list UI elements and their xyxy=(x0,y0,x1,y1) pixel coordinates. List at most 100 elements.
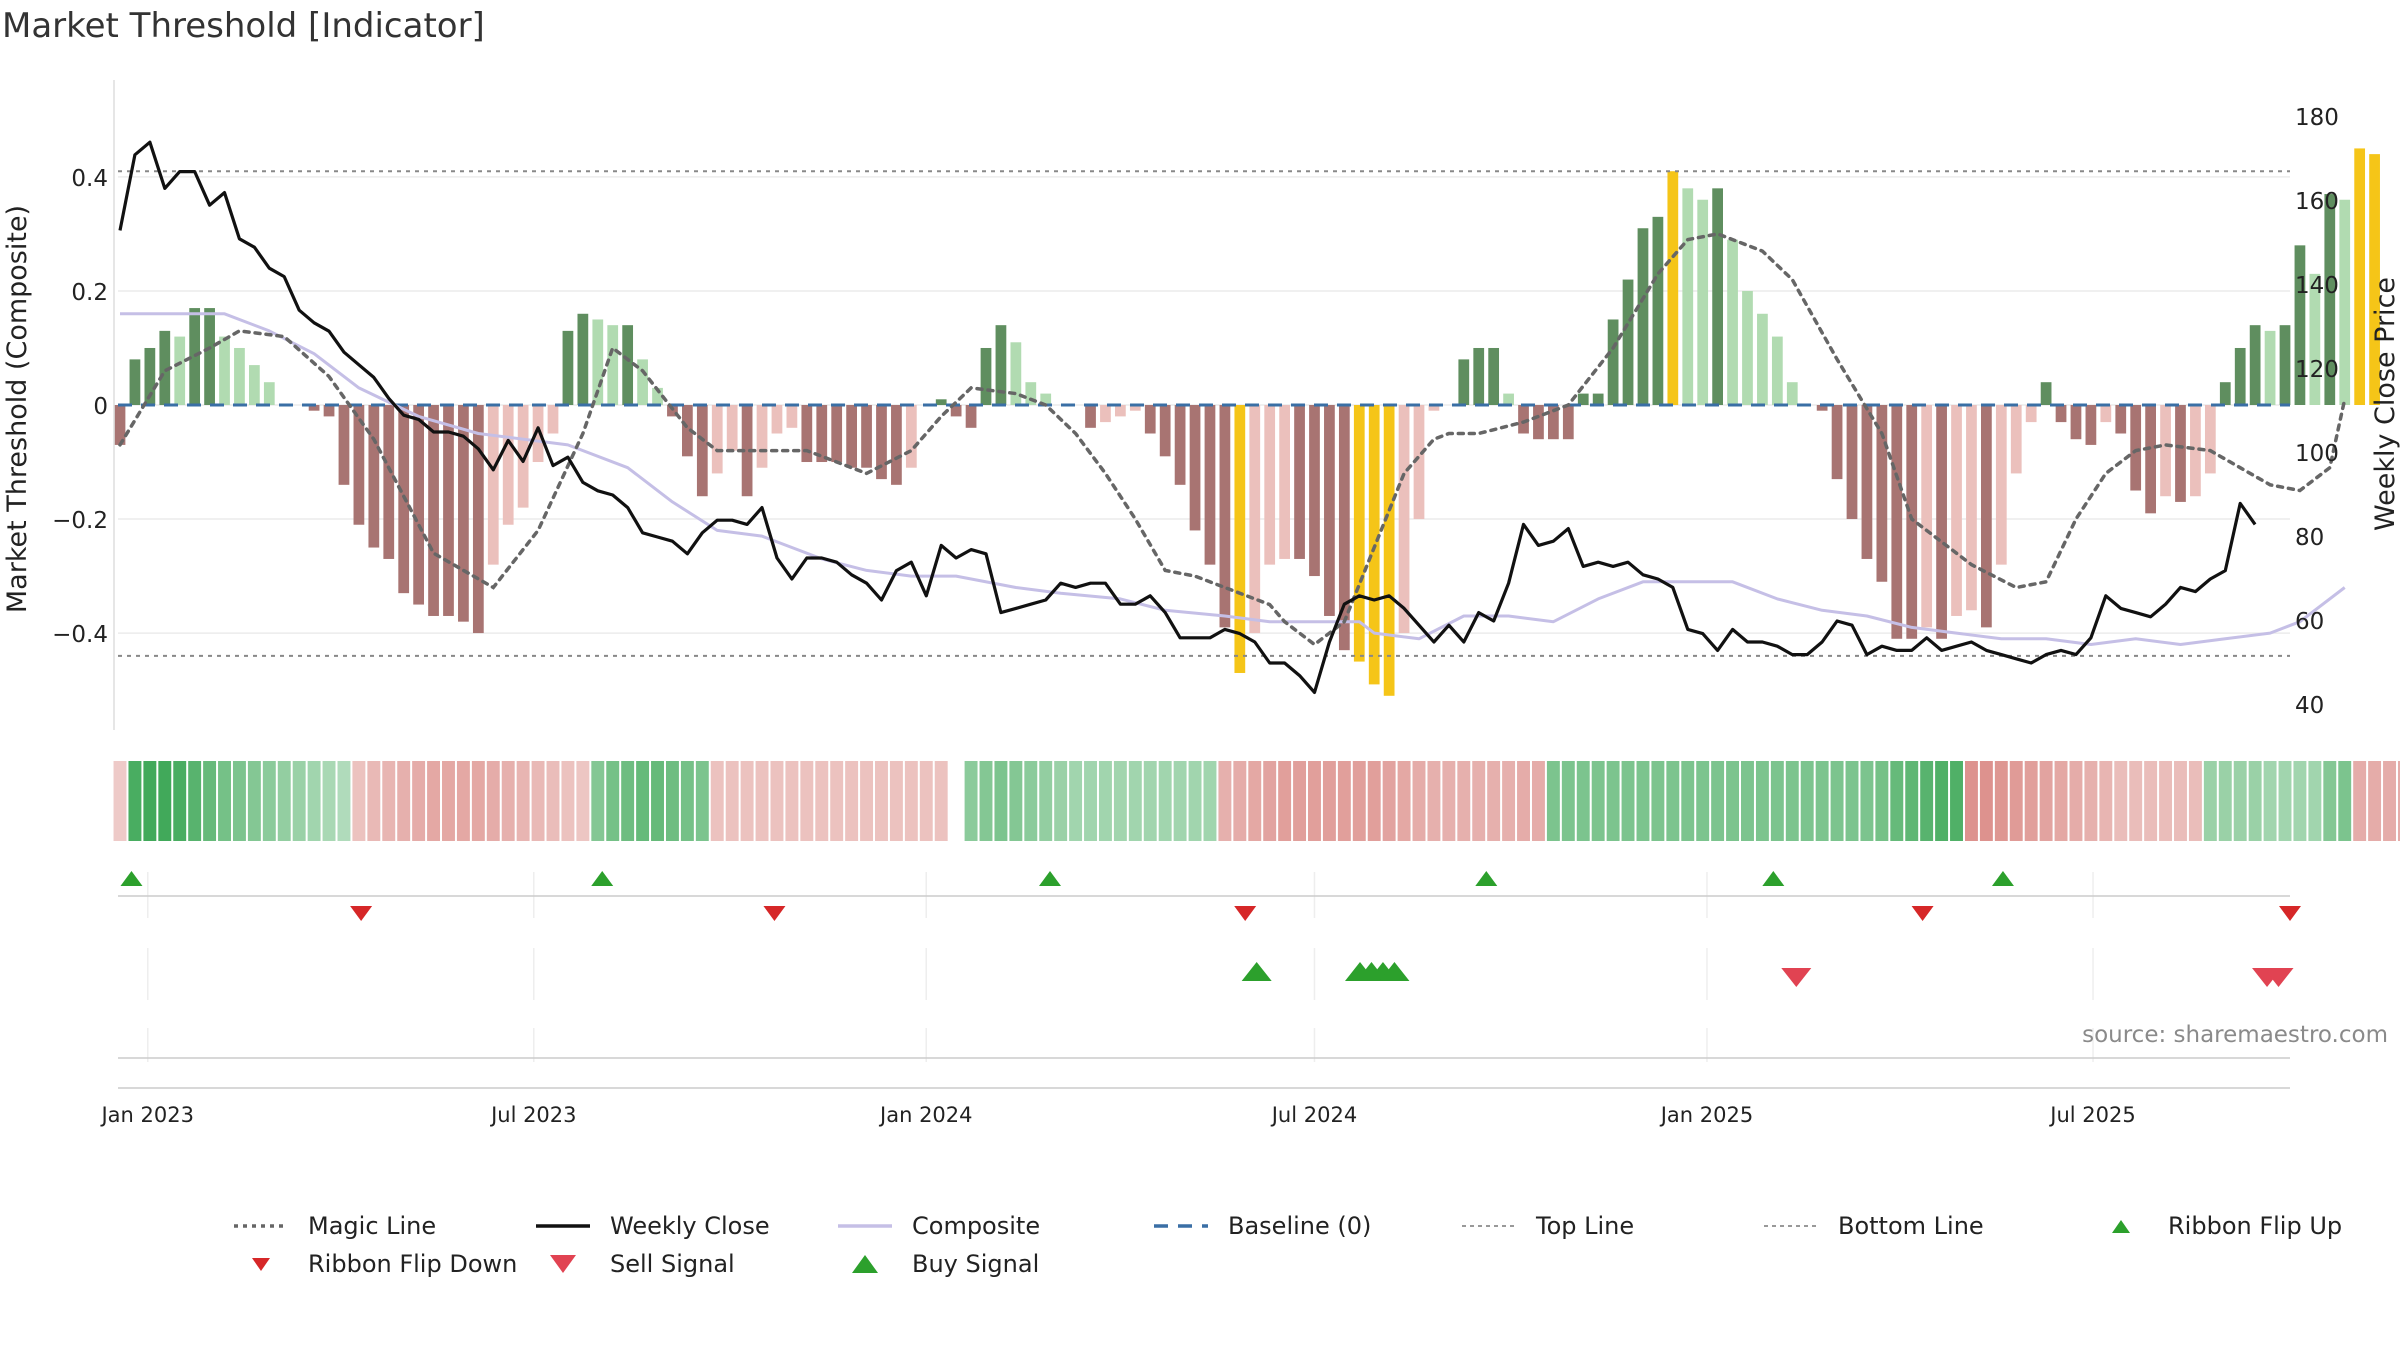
y-axis-label: Market Threshold (Composite) xyxy=(2,205,33,613)
ribbon-cell xyxy=(471,761,485,841)
ribbon-cell xyxy=(1935,761,1949,841)
sell-signal-marker xyxy=(2263,968,2294,987)
ribbon-cell xyxy=(1636,761,1650,841)
ribbon-cell xyxy=(1069,761,1083,841)
legend: Magic Line Weekly Close Composite Baseline … xyxy=(210,1212,2390,1292)
histogram-bar xyxy=(980,347,992,405)
ribbon-cell xyxy=(2397,761,2400,841)
ribbon-cell xyxy=(1785,761,1799,841)
histogram-bar xyxy=(1592,393,1604,405)
ribbon-cell xyxy=(397,761,411,841)
ribbon-flip-down-marker xyxy=(1911,906,1934,921)
ribbon-cell xyxy=(1382,761,1396,841)
ribbon-cell xyxy=(322,761,336,841)
ribbon-cell xyxy=(2114,761,2128,841)
ribbon-cell xyxy=(531,761,545,841)
ribbon-cell xyxy=(2353,761,2367,841)
histogram-bar xyxy=(1100,405,1111,423)
histogram-bar xyxy=(905,405,917,468)
histogram-bar xyxy=(2234,347,2246,405)
histogram-bar xyxy=(1428,405,1440,411)
histogram-bar xyxy=(1383,405,1395,696)
histogram-bar xyxy=(1398,405,1410,634)
ribbon-cell xyxy=(2174,761,2187,841)
ribbon-cell xyxy=(2009,761,2023,841)
ribbon-cell xyxy=(576,761,590,841)
ribbon-cell xyxy=(1248,761,1262,841)
histogram-bar xyxy=(2085,405,2097,445)
ribbon-cell xyxy=(1770,761,1784,841)
histogram-bar xyxy=(2369,154,2380,405)
ribbon-cell xyxy=(1203,761,1217,841)
histogram-bar xyxy=(547,405,559,434)
ribbon-cell xyxy=(1113,761,1127,841)
ribbon-cell xyxy=(173,761,187,841)
ribbon-cell xyxy=(1666,761,1680,841)
ribbon-cell xyxy=(770,761,784,841)
ribbon-cell xyxy=(1890,761,1904,841)
ribbon-cell xyxy=(1128,761,1142,841)
histogram-bar xyxy=(831,405,843,463)
ribbon-cell xyxy=(337,761,351,841)
legend-swatch xyxy=(1764,1225,1818,1227)
y2-tick-label: 100 xyxy=(2295,441,2339,467)
histogram-bar xyxy=(1846,405,1858,520)
histogram-bar xyxy=(667,405,678,417)
histogram-bar xyxy=(637,359,648,405)
ribbon-cell xyxy=(218,761,231,841)
ribbon-cell xyxy=(1218,761,1232,841)
ribbon-cell xyxy=(262,761,276,841)
histogram-bar xyxy=(1189,405,1201,531)
ribbon-flip-down-marker xyxy=(350,906,373,921)
histogram-bar xyxy=(1458,359,1470,405)
histogram-bar xyxy=(532,405,544,463)
ribbon-cell xyxy=(934,761,948,841)
legend-item-baseline: Baseline (0) xyxy=(1152,1212,1371,1240)
y-tick-label: 0.4 xyxy=(71,166,108,192)
histogram-bar xyxy=(786,405,798,428)
histogram-bar xyxy=(2324,194,2336,405)
ribbon-cell xyxy=(427,761,441,841)
ribbon-cell xyxy=(2144,761,2158,841)
legend-label: Composite xyxy=(912,1212,1041,1240)
y2-tick-label: 40 xyxy=(2295,693,2324,719)
histogram-bar xyxy=(1921,405,1933,628)
histogram-bar xyxy=(1085,405,1096,428)
ribbon-cell xyxy=(1726,761,1740,841)
histogram-bar xyxy=(1727,239,1738,405)
ribbon-cell xyxy=(232,761,246,841)
histogram-bar xyxy=(1891,405,1903,639)
legend-item-flipdown: Ribbon Flip Down xyxy=(232,1250,517,1278)
histogram-bar xyxy=(1981,405,1992,628)
ribbon-cell xyxy=(1905,761,1919,841)
ribbon-flip-up-marker xyxy=(1762,871,1785,886)
histogram-bar xyxy=(1966,405,1977,611)
legend-swatch xyxy=(234,1224,288,1228)
ribbon-cell xyxy=(651,761,664,841)
histogram-bar xyxy=(1234,405,1246,673)
legend-swatch xyxy=(838,1224,892,1228)
ribbon-flip-markers xyxy=(118,871,2301,921)
histogram-bar xyxy=(950,405,962,417)
ribbon-cell xyxy=(1472,761,1486,841)
ribbon-cell xyxy=(382,761,396,841)
histogram-bar xyxy=(1682,188,1694,405)
histogram-bar xyxy=(2010,405,2022,474)
ribbon-cell xyxy=(591,761,605,841)
y-tick-label: −0.2 xyxy=(52,508,108,534)
ribbon-cell xyxy=(1173,761,1187,841)
ribbon-cell xyxy=(680,761,694,841)
grid-layer xyxy=(118,176,2290,1062)
ribbon-cell xyxy=(1994,761,2008,841)
legend-item-buy: Buy Signal xyxy=(836,1250,1039,1278)
histogram-bar xyxy=(2025,405,2037,423)
ribbon-cell xyxy=(830,761,844,841)
histogram-bar xyxy=(1279,405,1290,559)
ribbon-flip-up-marker xyxy=(591,871,614,886)
ribbon-flip-down-marker xyxy=(763,906,786,921)
histogram-bar xyxy=(114,405,126,445)
buy-signal-marker xyxy=(1379,962,1410,981)
histogram-bar xyxy=(2175,405,2186,502)
ribbon-cell xyxy=(1308,761,1321,841)
